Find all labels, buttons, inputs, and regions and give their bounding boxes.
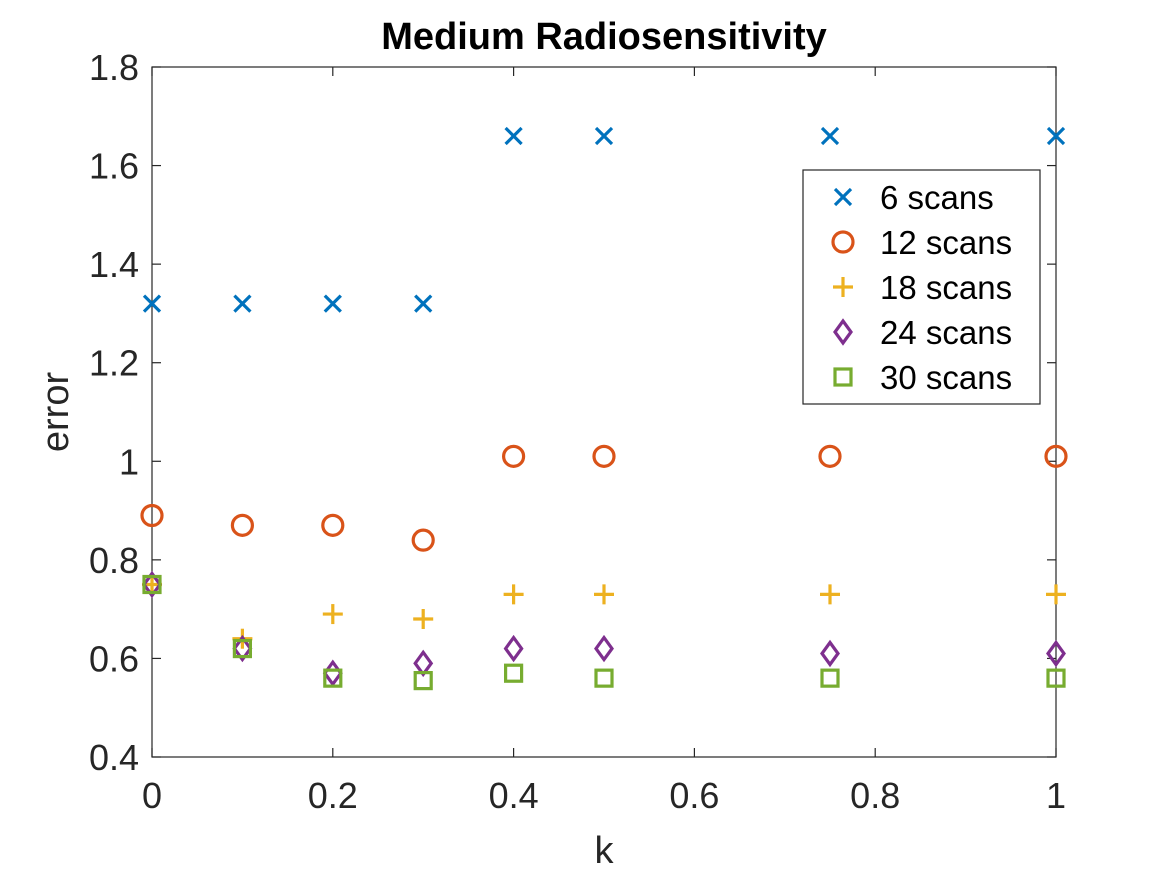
data-point [142, 570, 162, 599]
series-24-scans [142, 570, 1066, 687]
data-point [414, 294, 433, 313]
legend-marker [833, 277, 853, 297]
legend-marker [833, 318, 853, 346]
x-tick-label: 0.6 [669, 775, 719, 816]
data-point [503, 584, 524, 605]
series-12-scans [140, 444, 1068, 552]
x-tick-label: 0.4 [489, 775, 539, 816]
legend-label: 30 scans [880, 359, 1012, 396]
y-tick-label: 1.2 [89, 343, 139, 384]
data-point [503, 634, 524, 663]
legend-label: 6 scans [880, 179, 994, 216]
series-30-scans [142, 574, 1066, 691]
y-tick-label: 1.8 [89, 47, 139, 88]
data-point [232, 638, 252, 659]
data-point [413, 609, 434, 629]
data-point [233, 294, 252, 313]
data-point [413, 649, 434, 678]
data-point [142, 294, 162, 313]
legend: 6 scans 12 scans 18 scans 24 scans 30 scans [802, 169, 1041, 405]
series-6-scans [142, 126, 1066, 313]
tick-labels: 0 0.2 0.4 0.6 0.8 1 0.4 0.6 0.8 1 1.2 1.4 1.6 1.8 [89, 47, 1066, 816]
y-tick-label: 1 [119, 441, 139, 482]
data-point [1046, 639, 1066, 668]
data-point [140, 503, 164, 528]
legend-label: 12 scans [880, 224, 1012, 261]
data-point [820, 584, 840, 605]
data-point [504, 126, 523, 146]
data-point [321, 513, 345, 537]
legend-label: 24 scans [880, 314, 1012, 351]
data-point [504, 663, 524, 683]
data-point [323, 294, 342, 313]
y-axis-title: error [35, 372, 77, 453]
data-point [413, 671, 433, 691]
data-point [1046, 126, 1066, 146]
data-point [322, 604, 343, 625]
x-tick-label: 0 [142, 775, 162, 816]
legend-label: 18 scans [880, 269, 1012, 306]
data-point [594, 584, 614, 605]
data-point [820, 126, 840, 146]
y-tick-label: 0.8 [89, 540, 139, 581]
data-point [820, 668, 840, 688]
y-tick-label: 1.6 [89, 146, 139, 187]
chart-title: Medium Radiosensitivity [381, 16, 827, 58]
legend-marker [831, 230, 855, 254]
legend-box [802, 169, 1041, 405]
legend-marker [833, 367, 853, 387]
data-point [594, 634, 614, 663]
data-point [1046, 668, 1066, 688]
data-point [594, 668, 614, 688]
y-tick-label: 0.4 [89, 737, 139, 778]
data-point [501, 444, 526, 468]
data-point [411, 528, 435, 552]
data-point [818, 444, 842, 468]
data-point [323, 668, 343, 688]
x-tick-label: 0.8 [850, 775, 900, 816]
data-point [820, 639, 840, 668]
y-tick-label: 0.6 [89, 638, 139, 679]
data-point [1044, 444, 1068, 468]
x-axis-title: k [595, 830, 615, 872]
y-tick-label: 1.4 [89, 244, 139, 285]
data-point [232, 634, 253, 663]
data-point [592, 444, 616, 468]
series-18-scans [142, 574, 1066, 649]
legend-marker [833, 187, 853, 207]
data-point [142, 574, 162, 595]
x-tick-label: 1 [1046, 775, 1066, 816]
data-point [594, 126, 614, 146]
data-point [230, 513, 254, 537]
data-markers [140, 126, 1068, 691]
x-tick-label: 0.2 [308, 775, 358, 816]
data-point [1046, 584, 1066, 605]
